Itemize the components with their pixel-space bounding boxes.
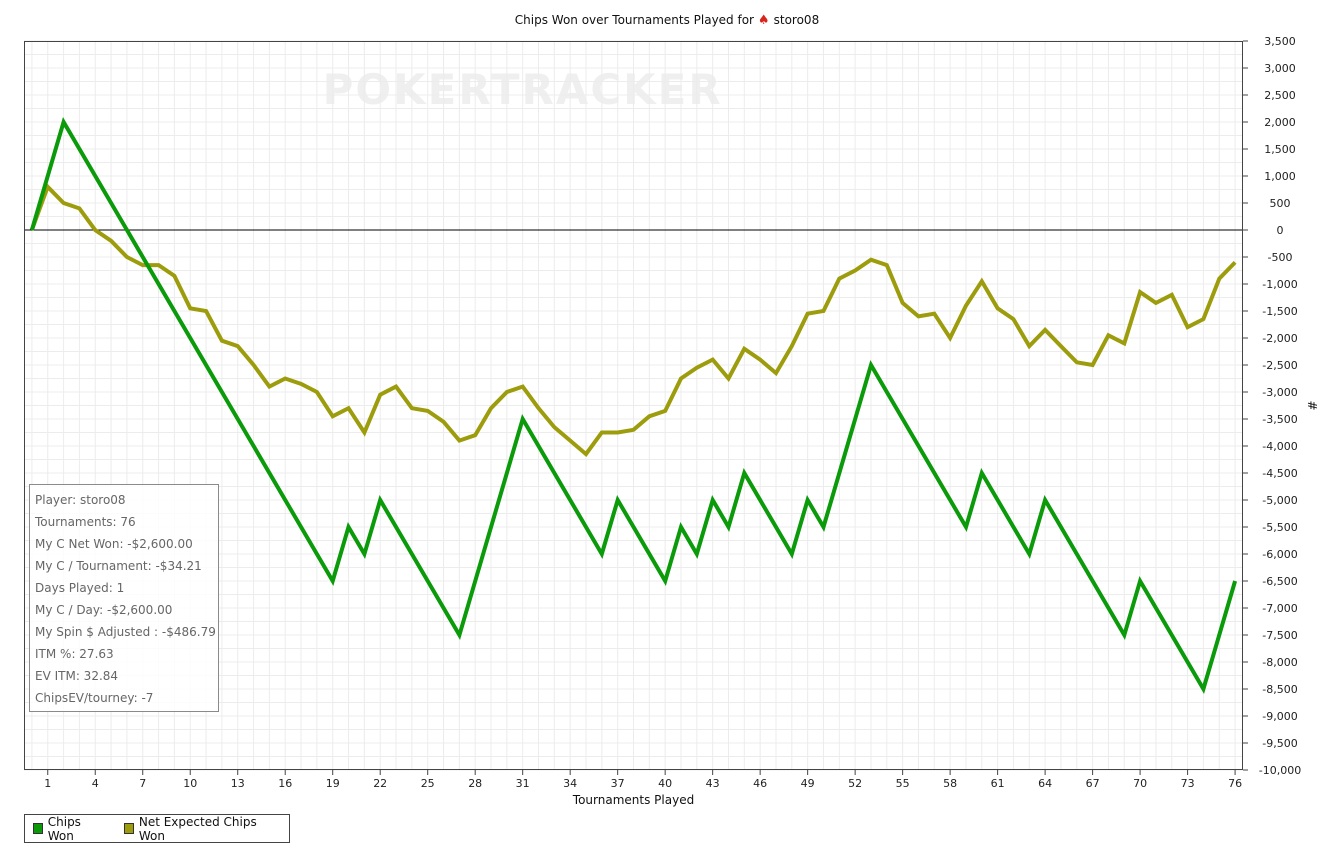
- y-axis: 3,500 3,000 2,500 2,000 1,500 1,000 500 0 -500 -1…: [1243, 35, 1301, 777]
- x-tick-label: 76: [1228, 777, 1242, 790]
- y-tick-label: -9,000: [1262, 710, 1297, 723]
- x-tick-label: 55: [896, 777, 910, 790]
- stat-days-played: Days Played: 1: [35, 581, 125, 595]
- x-tick-label: 49: [801, 777, 815, 790]
- y-tick-label: -6,000: [1262, 548, 1297, 561]
- x-tick-label: 40: [658, 777, 672, 790]
- stat-ev-itm: EV ITM: 32.84: [35, 669, 119, 683]
- y-tick-label: -4,500: [1262, 467, 1297, 480]
- y-tick-label: -7,000: [1262, 602, 1297, 615]
- x-tick-label: 7: [139, 777, 146, 790]
- chart-title: Chips Won over Tournaments Played for ♠ …: [515, 13, 819, 28]
- x-tick-label: 73: [1181, 777, 1195, 790]
- x-tick-label: 13: [231, 777, 245, 790]
- y-tick-label: -3,500: [1262, 413, 1297, 426]
- y-tick-label: -9,500: [1262, 737, 1297, 750]
- x-tick-label: 25: [421, 777, 435, 790]
- legend-label-chips-won: Chips Won: [47, 814, 81, 843]
- x-tick-label: 31: [516, 777, 530, 790]
- y-tick-label: -1,500: [1262, 305, 1297, 318]
- y-tick-label: 3,500: [1264, 35, 1296, 48]
- y-tick-label: -1,000: [1262, 278, 1297, 291]
- y-tick-label: -2,000: [1262, 332, 1297, 345]
- y-tick-label: -7,500: [1262, 629, 1297, 642]
- stat-net-won: My C Net Won: -$2,600.00: [35, 537, 193, 551]
- player-stats-box: Player: storo08 Tournaments: 76 My C Net…: [29, 484, 219, 712]
- x-tick-label: 52: [848, 777, 862, 790]
- x-tick-label: 43: [706, 777, 720, 790]
- y-tick-label: 500: [1270, 197, 1291, 210]
- plot-border: [24, 41, 1243, 770]
- x-tick-label: 58: [943, 777, 957, 790]
- x-tick-label: 70: [1133, 777, 1147, 790]
- plot-area: POKERTRACKER: [24, 40, 1243, 771]
- chart-title-player: storo08: [774, 13, 820, 27]
- y-tick-label: 1,500: [1264, 143, 1296, 156]
- x-axis: 1 4 7 10 13 16 19 22 25 28 31 34 37 40 43 46 49 52 55 58 61 6…: [44, 770, 1242, 790]
- y-tick-label: 0: [1277, 224, 1284, 237]
- series-line-chips-won: [29, 116, 1238, 695]
- x-tick-label: 28: [468, 777, 482, 790]
- x-tick-label: 19: [326, 777, 340, 790]
- y-tick-label: -5,000: [1262, 494, 1297, 507]
- y-tick-label: -6,500: [1262, 575, 1297, 588]
- stat-per-tournament: My C / Tournament: -$34.21: [35, 559, 202, 573]
- x-tick-label: 10: [183, 777, 197, 790]
- y-tick-label: -4,000: [1262, 440, 1297, 453]
- y-tick-label: -8,000: [1262, 656, 1297, 669]
- legend-swatch-net-expected: [124, 823, 134, 834]
- y-tick-label: -2,500: [1262, 359, 1297, 372]
- stat-tournaments: Tournaments: 76: [35, 515, 136, 529]
- legend-swatch-chips-won: [33, 823, 43, 834]
- y-tick-label: -5,500: [1262, 521, 1297, 534]
- x-tick-label: 1: [44, 777, 51, 790]
- x-tick-label: 46: [753, 777, 767, 790]
- x-tick-label: 22: [373, 777, 387, 790]
- chart-legend: Chips Won Net Expected Chips Won: [24, 814, 290, 843]
- y-axis-label: #: [1305, 400, 1319, 410]
- x-tick-label: 67: [1086, 777, 1100, 790]
- stat-chipsev-per-tourney: ChipsEV/tourney: -7: [35, 691, 154, 705]
- y-tick-label: 2,500: [1264, 89, 1296, 102]
- y-tick-label: 2,000: [1264, 116, 1296, 129]
- y-tick-label: -10,000: [1259, 764, 1301, 777]
- legend-item-net-expected[interactable]: Net Expected Chips Won: [124, 815, 267, 843]
- stat-itm-percent: ITM %: 27.63: [35, 647, 114, 661]
- y-tick-label: -500: [1268, 251, 1293, 264]
- series-line-net-expected: [30, 183, 1237, 458]
- chart-title-prefix: Chips Won over Tournaments Played for: [515, 13, 754, 27]
- y-tick-label: 1,000: [1264, 170, 1296, 183]
- x-tick-label: 4: [92, 777, 99, 790]
- y-tick-label: -3,000: [1262, 386, 1297, 399]
- stat-per-day: My C / Day: -$2,600.00: [35, 603, 173, 617]
- watermark-logo: POKERTRACKER: [323, 65, 723, 114]
- y-tick-label: 3,000: [1264, 62, 1296, 75]
- x-tick-label: 61: [991, 777, 1005, 790]
- x-tick-label: 64: [1038, 777, 1052, 790]
- x-axis-label: Tournaments Played: [572, 793, 694, 807]
- y-tick-label: -8,500: [1262, 683, 1297, 696]
- x-tick-label: 16: [278, 777, 292, 790]
- x-tick-label: 34: [563, 777, 577, 790]
- stat-player: Player: storo08: [35, 493, 126, 507]
- x-tick-label: 37: [611, 777, 625, 790]
- legend-label-net-expected: Net Expected Chips Won: [138, 814, 257, 843]
- spade-icon: ♠: [758, 13, 774, 28]
- stat-spin-adjusted: My Spin $ Adjusted : -$486.79: [35, 625, 216, 639]
- series-group: [29, 116, 1238, 695]
- legend-item-chips-won[interactable]: Chips Won: [33, 815, 102, 843]
